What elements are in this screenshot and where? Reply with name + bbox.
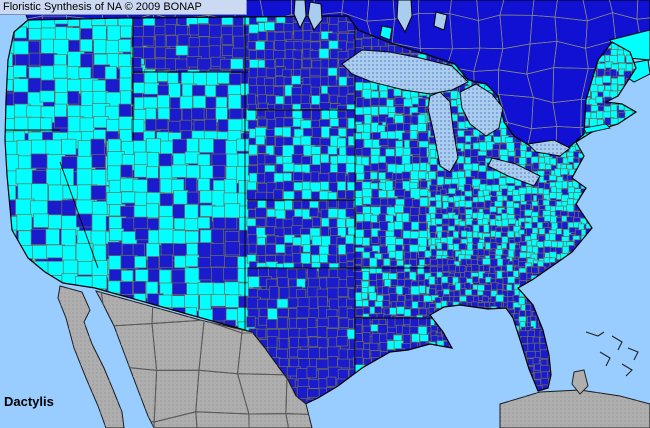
- long-island: [583, 123, 611, 134]
- bahamas-island-outline: [621, 363, 633, 377]
- mexico-mainland-stipple: [96, 291, 312, 428]
- bahamas-island-outline: [599, 351, 611, 367]
- county-grid-arkansas: [353, 250, 435, 326]
- cuba-stipple: [500, 390, 650, 428]
- county-grid-kansas: [246, 199, 359, 276]
- great-lakes: [341, 49, 571, 187]
- canada-lake: [307, 1, 323, 31]
- county-grid-wyoming: [131, 70, 259, 148]
- canada-lake: [433, 11, 448, 31]
- species-name-label: Dactylis: [4, 394, 54, 409]
- bahamas-island-outline: [611, 335, 623, 351]
- baja-california-stipple: [58, 286, 124, 428]
- county-grid-nebraska: [246, 108, 361, 204]
- bahamas-island-outline: [627, 347, 639, 361]
- map-title: Floristic Synthesis of NA © 2009 BONAP: [3, 1, 202, 13]
- county-grid-utah-colorado: [106, 138, 256, 235]
- bahamas-island-outline: [585, 331, 605, 337]
- map-title-bar: Floristic Synthesis of NA © 2009 BONAP: [0, 0, 247, 15]
- canada-lake: [396, 0, 413, 34]
- lake-of-the-woods: [379, 25, 393, 41]
- bahamas-island: [571, 369, 589, 395]
- canada-lake: [293, 0, 307, 30]
- county-grid-missouri: [353, 180, 438, 256]
- county-grid-iowa: [353, 114, 439, 192]
- county-grid-kentucky-tennessee: [428, 188, 524, 266]
- county-grid-pacific-northwest: [5, 16, 150, 150]
